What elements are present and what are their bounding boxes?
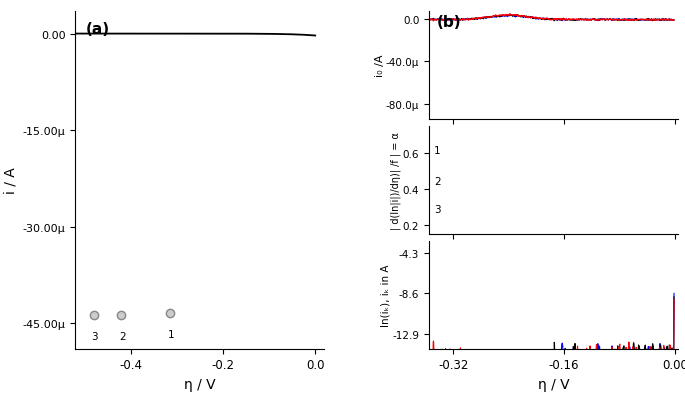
Y-axis label: ln(iₖ), iₖ in A: ln(iₖ), iₖ in A	[381, 264, 391, 326]
Text: 3: 3	[91, 332, 98, 342]
X-axis label: η / V: η / V	[538, 377, 569, 391]
Y-axis label: | d(ln|i|)/dη)| /f | = α: | d(ln|i|)/dη)| /f | = α	[391, 132, 401, 229]
Text: 2: 2	[119, 332, 126, 342]
Text: (b): (b)	[436, 15, 461, 30]
Y-axis label: i / A: i / A	[3, 167, 17, 194]
X-axis label: η / V: η / V	[184, 377, 216, 391]
Y-axis label: i₀ /A: i₀ /A	[375, 55, 384, 77]
Text: 3: 3	[434, 205, 440, 215]
Text: 1: 1	[168, 330, 174, 340]
Text: 1: 1	[434, 146, 440, 156]
Text: 2: 2	[434, 176, 440, 186]
Text: (a): (a)	[86, 22, 110, 37]
